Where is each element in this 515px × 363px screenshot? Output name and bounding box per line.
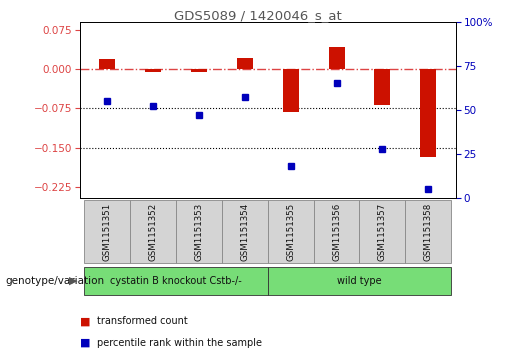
FancyBboxPatch shape: [176, 200, 222, 263]
Bar: [237, 57, 253, 69]
Text: genotype/variation: genotype/variation: [5, 276, 104, 286]
Bar: [329, 47, 345, 69]
Text: GSM1151351: GSM1151351: [103, 202, 112, 261]
Text: ■: ■: [80, 316, 90, 326]
Bar: [283, 69, 299, 112]
Bar: [145, 69, 161, 72]
Text: GSM1151355: GSM1151355: [286, 202, 295, 261]
Text: GDS5089 / 1420046_s_at: GDS5089 / 1420046_s_at: [174, 9, 341, 22]
FancyBboxPatch shape: [405, 200, 451, 263]
Text: ■: ■: [80, 338, 90, 348]
Text: GSM1151357: GSM1151357: [378, 202, 387, 261]
FancyBboxPatch shape: [130, 200, 176, 263]
Bar: [99, 58, 115, 69]
Bar: [191, 69, 207, 72]
Text: transformed count: transformed count: [97, 316, 187, 326]
Bar: [420, 69, 436, 158]
Text: GSM1151356: GSM1151356: [332, 202, 341, 261]
FancyBboxPatch shape: [314, 200, 359, 263]
Text: GSM1151354: GSM1151354: [241, 202, 249, 261]
FancyBboxPatch shape: [268, 267, 451, 295]
Text: GSM1151352: GSM1151352: [149, 202, 158, 261]
FancyBboxPatch shape: [222, 200, 268, 263]
Text: cystatin B knockout Cstb-/-: cystatin B knockout Cstb-/-: [110, 276, 242, 286]
Text: GSM1151358: GSM1151358: [424, 202, 433, 261]
FancyBboxPatch shape: [84, 267, 268, 295]
FancyBboxPatch shape: [359, 200, 405, 263]
Text: wild type: wild type: [337, 276, 382, 286]
FancyBboxPatch shape: [268, 200, 314, 263]
Text: GSM1151353: GSM1151353: [195, 202, 203, 261]
FancyBboxPatch shape: [84, 200, 130, 263]
Text: percentile rank within the sample: percentile rank within the sample: [97, 338, 262, 348]
Text: ▶: ▶: [70, 276, 78, 286]
Bar: [374, 69, 390, 105]
